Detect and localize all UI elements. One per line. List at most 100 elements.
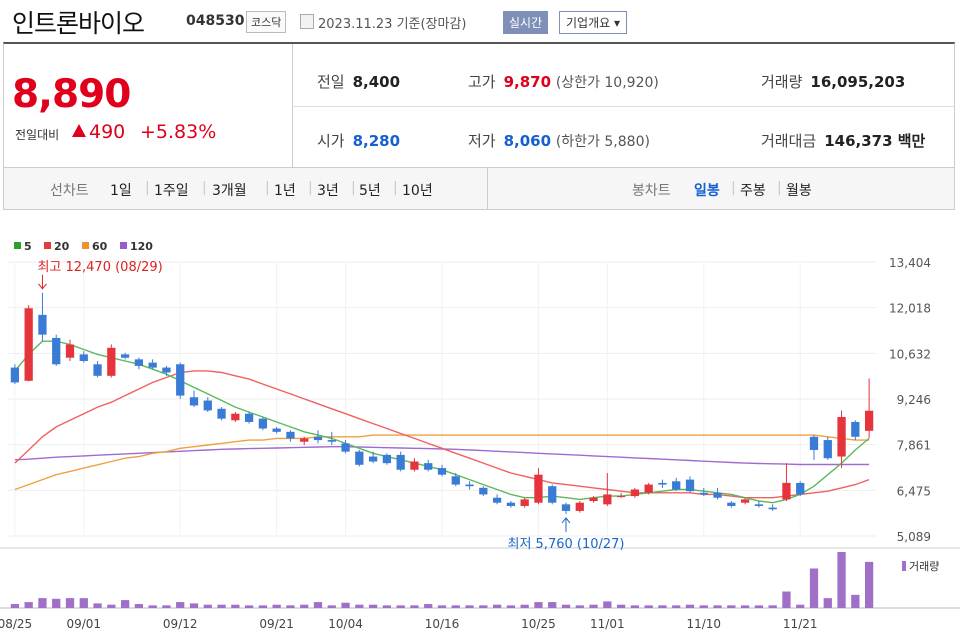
candle-body [410,461,419,470]
candle-body [520,499,529,506]
as-of-date: 2023.11.23 기준(장마감) [318,17,467,32]
y-tick-label: 13,404 [889,256,931,270]
volume-bar [437,605,447,608]
candle-body [561,504,571,511]
trade-amount-label: 거래대금 [761,132,817,150]
candle-body [10,367,20,383]
volume-legend-label: 거래량 [909,560,939,573]
candle-body [396,454,405,470]
candle-body [851,421,860,437]
candle-body [24,308,33,381]
volume-bar [713,605,722,608]
x-tick-label: 09/12 [163,617,198,631]
candle-body [258,418,268,429]
volume-bar [148,605,157,608]
volume-bar [107,604,116,608]
candle-body [341,443,350,452]
company-overview-dropdown[interactable]: 기업개요 ▾ [559,11,627,34]
low-value: 8,060 [503,132,552,150]
volume-bar [10,604,20,608]
volume-bar [603,601,612,608]
volume-bar [589,604,598,608]
low-marker-arrowhead [561,517,571,524]
legend-label-120: 120 [130,240,153,253]
candle-body [685,479,695,492]
tab-daily[interactable]: 일봉 [694,183,720,199]
trade-amount-cell: 거래대금 146,373 백만 [761,130,925,151]
tab-1week[interactable]: 1주일 [154,183,189,199]
candle-body [506,502,516,506]
candle-body [355,451,364,465]
legend-label-5: 5 [24,240,32,253]
chart-period-tabs: 선차트 1일 | 1주일 | 3개월 | 1년 | 3년 | 5년 | 10년 … [3,168,955,210]
volume-bar [355,604,364,608]
volume-bar [644,605,653,608]
market-badge: 코스닥 [246,11,287,33]
volume-bar [672,605,681,608]
candle-body [740,499,750,503]
candle-body [864,410,874,431]
volume-bar [575,605,584,608]
volume-bar [396,605,405,608]
legend-swatch-60 [82,242,89,249]
x-tick-label: 10/04 [328,617,363,631]
y-tick-label: 10,632 [889,347,931,361]
volume-bar [658,605,667,608]
volume-value: 16,095,203 [810,73,906,91]
candle-body [65,344,75,358]
tab-3months[interactable]: 3개월 [212,183,247,199]
tabs-divider [487,168,488,209]
candle-body [451,476,460,485]
tab-1year[interactable]: 1년 [274,183,296,199]
change-value: 490 [89,121,126,143]
tab-weekly[interactable]: 주봉 [740,183,766,199]
row-divider [292,106,954,107]
candle-body [203,400,212,411]
candle-body [134,359,144,366]
volume-bar [38,598,47,608]
volume-bar [630,605,640,608]
volume-bar [382,605,392,608]
tab-10years[interactable]: 10년 [402,183,433,199]
open-label: 시가 [317,132,345,150]
candle-body [79,354,88,361]
volume-bar [258,605,268,608]
candle-chart-label: 봉차트 [632,183,671,199]
volume-bar [424,604,433,608]
high-annotation: 최고 12,470 (08/29) [37,260,162,275]
volume-bar [189,603,199,608]
volume-cell: 거래량 16,095,203 [761,71,905,92]
volume-bar [740,605,750,608]
candle-body [699,492,708,495]
volume-bar [244,605,254,608]
volume-bar [203,604,212,608]
tab-1day[interactable]: 1일 [110,183,132,199]
y-tick-label: 6,475 [897,484,931,498]
prev-close-cell: 전일 8,400 [317,71,400,92]
high-value: 9,870 [503,73,552,91]
stock-name[interactable]: 인트론바이오 [12,9,145,38]
current-price: 8,890 [12,72,131,117]
tab-3years[interactable]: 3년 [317,183,339,199]
volume-bar [465,605,474,608]
candle-body [162,367,171,373]
tab-5years[interactable]: 5년 [359,183,381,199]
volume-bar [782,591,791,608]
tab-monthly[interactable]: 월봉 [786,183,812,199]
volume-bar [520,604,529,608]
volume-bar [809,568,819,608]
candle-body [713,492,722,498]
volume-bar [410,605,419,608]
volume-legend-swatch [902,561,906,571]
x-tick-label: 10/16 [425,617,460,631]
volume-bar [534,602,543,608]
candle-body [424,463,433,470]
volume-bar [162,605,171,608]
realtime-button[interactable]: 실시간 [503,11,549,34]
candle-body [782,482,791,500]
current-price-box: 8,890 전일대비 490 +5.83% [4,44,293,168]
legend-swatch-5 [14,242,21,249]
candle-body [52,337,61,365]
volume-bar [272,604,281,608]
daily-candle-chart[interactable]: 13,404 12,018 10,632 9,246 7,861 6,475 5,089 08… [0,210,960,640]
